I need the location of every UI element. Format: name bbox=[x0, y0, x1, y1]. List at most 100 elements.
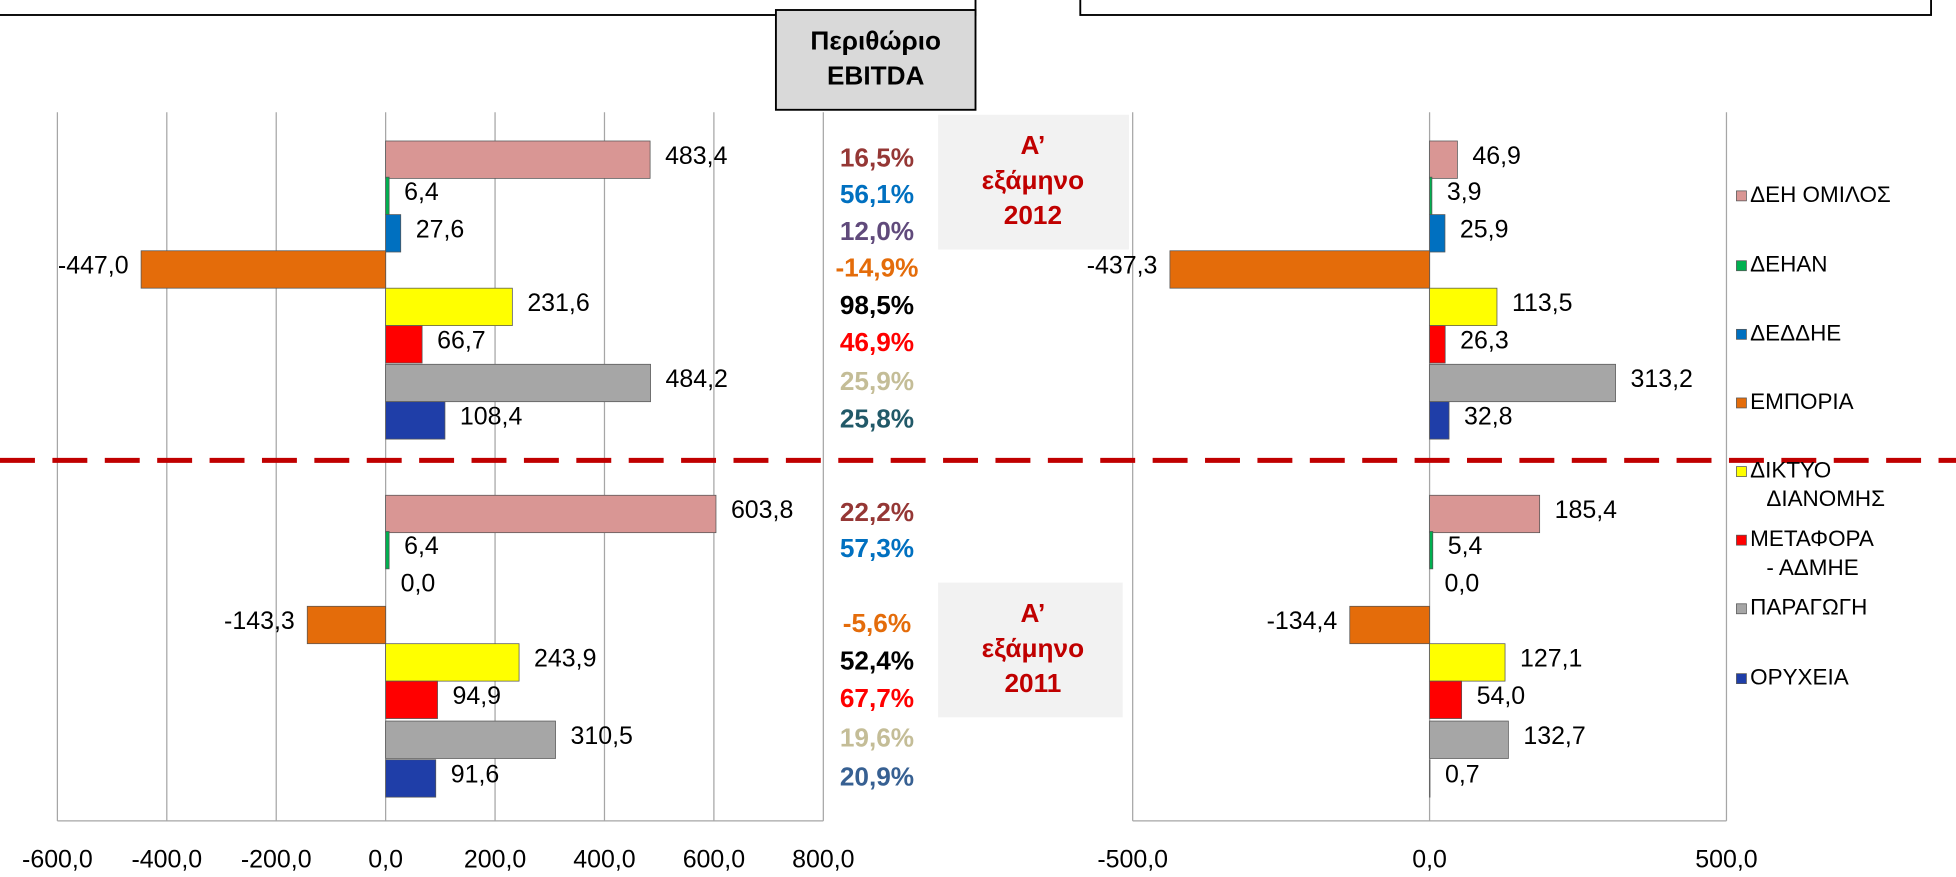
legend-label: ΔΕΗ ΟΜΙΛΟΣ bbox=[1750, 182, 1891, 207]
period-label: Α’ bbox=[1021, 130, 1046, 160]
bar bbox=[385, 401, 446, 440]
margin-label: 46,9% bbox=[840, 327, 914, 357]
period-label: 2011 bbox=[1004, 668, 1061, 698]
bar bbox=[1429, 287, 1498, 326]
bar bbox=[1429, 680, 1463, 719]
value-label: 27,6 bbox=[416, 215, 465, 243]
x-tick-label: 200,0 bbox=[464, 845, 526, 873]
bar bbox=[385, 363, 651, 403]
x-tick-label: -400,0 bbox=[131, 845, 202, 873]
margin-label: 56,1% bbox=[840, 179, 914, 209]
margin-label: -14,9% bbox=[835, 252, 918, 282]
bar bbox=[1429, 363, 1616, 403]
legend-marker bbox=[1736, 397, 1747, 409]
bar bbox=[1169, 250, 1430, 289]
bar bbox=[385, 759, 437, 798]
margin-label: 22,2% bbox=[840, 497, 914, 527]
bar bbox=[1429, 214, 1446, 253]
value-label: 113,5 bbox=[1512, 289, 1573, 317]
x-tick-label: -200,0 bbox=[241, 845, 312, 873]
value-label: 54,0 bbox=[1477, 682, 1526, 710]
bar bbox=[306, 605, 387, 645]
legend-marker bbox=[1736, 328, 1747, 340]
value-label: 0,0 bbox=[1445, 570, 1480, 598]
right-title-box bbox=[1079, 0, 1932, 16]
margin-label: 25,8% bbox=[840, 403, 914, 433]
legend-label: ΔΙΑΝΟΜΗΣ bbox=[1766, 486, 1885, 511]
value-label: 603,8 bbox=[731, 496, 793, 524]
period-label: Α’ bbox=[1021, 598, 1046, 628]
margin-title: EBITDA bbox=[827, 60, 925, 90]
margin-label: 98,5% bbox=[840, 290, 914, 320]
value-label: 132,7 bbox=[1523, 722, 1585, 750]
value-label: 0,7 bbox=[1445, 761, 1480, 789]
x-tick-label: -500,0 bbox=[1097, 845, 1168, 873]
bar bbox=[385, 287, 513, 326]
value-label: 243,9 bbox=[534, 645, 596, 673]
value-label: 66,7 bbox=[437, 326, 486, 354]
margin-label: 19,6% bbox=[840, 723, 914, 753]
period-box bbox=[938, 582, 1123, 718]
value-label: 46,9 bbox=[1472, 142, 1521, 170]
value-label: 310,5 bbox=[570, 722, 632, 750]
value-label: 91,6 bbox=[451, 761, 500, 789]
bar bbox=[385, 140, 651, 179]
legend-marker bbox=[1736, 534, 1747, 546]
bar bbox=[140, 250, 387, 289]
bar bbox=[385, 720, 556, 759]
x-tick-label: 800,0 bbox=[792, 845, 854, 873]
legend-label: ΔΕΗΑΝ bbox=[1750, 252, 1827, 277]
value-label: 26,3 bbox=[1460, 326, 1509, 354]
legend-label: ΔΕΔΔΗΕ bbox=[1750, 320, 1841, 345]
bar bbox=[1429, 401, 1450, 440]
legend-label: ΔΙΚΤΥΟ bbox=[1750, 457, 1831, 482]
bar bbox=[385, 176, 390, 215]
value-label: 25,9 bbox=[1460, 215, 1509, 243]
margin-label: -5,6% bbox=[843, 608, 911, 638]
bar bbox=[1429, 176, 1433, 215]
left-title-box bbox=[0, 0, 977, 16]
value-label: 185,4 bbox=[1555, 496, 1618, 524]
value-label: -437,3 bbox=[1087, 252, 1158, 280]
value-label: 127,1 bbox=[1520, 645, 1582, 673]
x-tick-label: 400,0 bbox=[573, 845, 635, 873]
bar bbox=[1429, 494, 1541, 534]
bar bbox=[1349, 605, 1430, 645]
period-label: 2012 bbox=[1004, 200, 1062, 230]
bar bbox=[385, 325, 423, 364]
legend-marker bbox=[1736, 673, 1747, 684]
margin-label: 67,7% bbox=[840, 683, 914, 713]
x-tick-label: 500,0 bbox=[1695, 845, 1757, 873]
margin-title-box bbox=[774, 9, 977, 111]
bar bbox=[385, 214, 402, 253]
value-label: 108,4 bbox=[460, 403, 523, 431]
x-tick-label: 600,0 bbox=[683, 845, 745, 873]
value-label: 231,6 bbox=[527, 289, 589, 317]
legend-marker bbox=[1736, 260, 1747, 272]
bar bbox=[385, 531, 390, 570]
margin-label: 57,3% bbox=[840, 533, 914, 563]
margin-title: Περιθώριο bbox=[810, 25, 941, 55]
margin-label: 20,9% bbox=[840, 761, 914, 791]
period-label: εξάμηνο bbox=[982, 165, 1084, 195]
legend-marker bbox=[1736, 466, 1747, 477]
x-tick-label: 0,0 bbox=[368, 845, 403, 873]
bar bbox=[385, 643, 520, 682]
value-label: 32,8 bbox=[1464, 403, 1513, 431]
bar bbox=[1429, 643, 1506, 682]
value-label: 3,9 bbox=[1447, 178, 1482, 206]
x-tick-label: 0,0 bbox=[1412, 845, 1447, 873]
x-tick-label: -600,0 bbox=[22, 845, 93, 873]
bar bbox=[385, 494, 717, 534]
margin-label: 12,0% bbox=[840, 216, 914, 246]
value-label: 313,2 bbox=[1631, 365, 1693, 393]
margin-label: 16,5% bbox=[840, 143, 914, 173]
margin-label: 25,9% bbox=[840, 366, 914, 396]
bar bbox=[1429, 531, 1434, 570]
value-label: 6,4 bbox=[404, 178, 439, 206]
legend-label: ΠΑΡΑΓΩΓΗ bbox=[1750, 595, 1867, 620]
legend-marker bbox=[1736, 190, 1747, 202]
value-label: -134,4 bbox=[1267, 607, 1338, 635]
bar bbox=[1429, 325, 1446, 364]
value-label: -447,0 bbox=[58, 252, 129, 280]
